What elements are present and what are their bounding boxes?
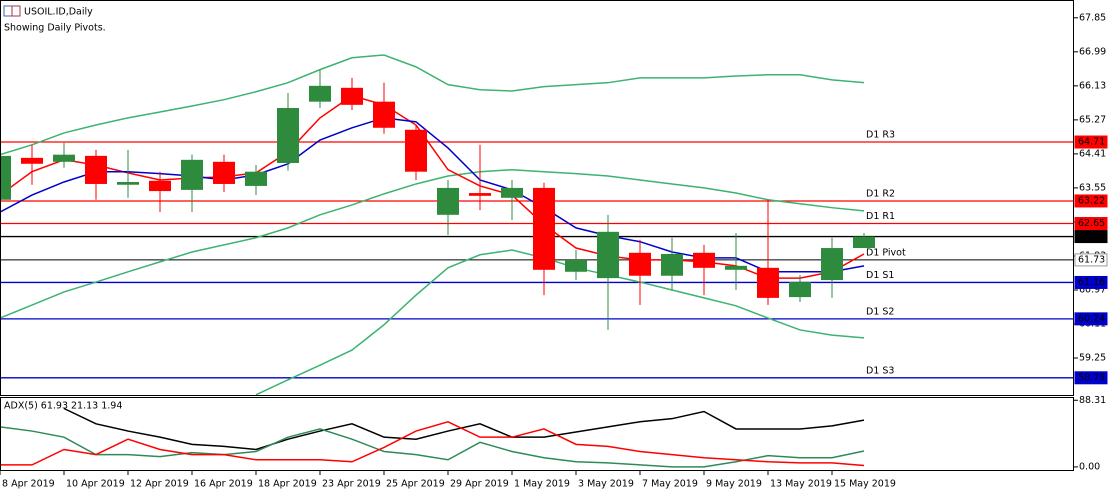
price-tag-label: 64.71 [1078, 137, 1105, 148]
candle-body [149, 180, 171, 192]
candle-body [725, 265, 747, 270]
price-tag-label: 61.16 [1078, 277, 1105, 288]
symbol-icon [3, 5, 21, 17]
pivot-label: D1 R2 [866, 188, 895, 199]
price-tag-label: 61.73 [1078, 254, 1105, 265]
pivot-label: D1 R1 [866, 211, 895, 222]
price-tag [1074, 217, 1108, 231]
y-tick-label: 66.13 [1079, 80, 1106, 91]
chart-title: USOIL.ID,Daily [24, 7, 93, 18]
adx-panel [0, 407, 865, 468]
candle-body [0, 155, 11, 200]
candle-body [533, 187, 555, 270]
pivot-label: D1 S1 [866, 270, 894, 281]
x-tick-label: 8 Apr 2019 [2, 479, 55, 490]
pivot-label: D1 Pivot [866, 247, 906, 258]
x-tick-label: 25 Apr 2019 [386, 479, 445, 490]
x-tick-label: 3 May 2019 [578, 479, 634, 490]
chart-subtitle: Showing Daily Pivots. [4, 23, 106, 34]
candle-body [629, 252, 651, 276]
price-tag-label: 63.22 [1078, 195, 1105, 206]
candle-body [853, 236, 875, 249]
indicator-line [0, 168, 865, 319]
candle-body [341, 87, 363, 105]
price-tag [1074, 371, 1108, 385]
candle-body [693, 252, 715, 268]
candle-body [53, 154, 75, 162]
candle-body [181, 159, 203, 190]
price-tag-label: 62.65 [1078, 218, 1105, 229]
y-tick-label: 63.55 [1079, 182, 1106, 193]
price-tag [1074, 312, 1108, 326]
x-tick-label: 7 May 2019 [642, 479, 698, 490]
x-tick-label: 23 Apr 2019 [322, 479, 381, 490]
x-tick-label: 13 May 2019 [770, 479, 832, 490]
candle-body [565, 259, 587, 272]
candle-body [757, 267, 779, 298]
indicator-line [0, 94, 865, 279]
x-tick-label: 18 Apr 2019 [258, 479, 317, 490]
candle-body [597, 231, 619, 279]
x-tick-label: 1 May 2019 [514, 479, 570, 490]
y-tick-label: 67.85 [1079, 12, 1106, 23]
price-tag [1074, 253, 1108, 267]
candle-body [469, 193, 491, 196]
y-tick-label: 64.41 [1079, 148, 1106, 159]
price-tag-label: 58.75 [1078, 372, 1105, 383]
candle-body [245, 171, 267, 186]
price-tag-label: 60.24 [1078, 313, 1105, 324]
price-tag [1074, 275, 1108, 289]
candle-body [309, 85, 331, 102]
main-panel: D1 R3 D1 R2 D1 R1 D1 Pivot D1 S1 D1 S2 D1 S3 [0, 54, 1074, 396]
y-tick-label: 66.99 [1079, 46, 1106, 57]
candle-body [213, 161, 235, 184]
y-tick-label: 65.27 [1079, 114, 1106, 125]
candle-body [821, 248, 843, 281]
indicator-line [255, 249, 865, 396]
y-tick-label: 88.31 [1079, 395, 1106, 406]
x-tick-label: 29 Apr 2019 [450, 479, 509, 490]
y-tick-label: 59.25 [1079, 353, 1106, 364]
y-tick-label: 60.97 [1079, 284, 1106, 295]
x-tick-label: 12 Apr 2019 [130, 479, 189, 490]
price-tag-label: 62.32 [1078, 231, 1105, 242]
candle-body [405, 129, 427, 172]
price-tag [1074, 194, 1108, 208]
candle-body [117, 181, 139, 185]
candle-body [21, 157, 43, 164]
candle-body [789, 282, 811, 298]
indicator-title: ADX(5) 61.93 21.13 1.94 [4, 401, 122, 412]
indicator-line [0, 426, 865, 468]
x-tick-label: 15 May 2019 [834, 479, 896, 490]
candle-body [277, 108, 299, 163]
candle-body [501, 187, 523, 198]
pivot-label: D1 S2 [866, 306, 894, 317]
candle-body [661, 253, 683, 276]
y-tick-label: 0.00 [1079, 461, 1100, 472]
candle-body [437, 187, 459, 215]
main-frame [0, 0, 1074, 396]
indicator-line [0, 420, 865, 467]
candle-body [85, 155, 107, 184]
price-tag [1074, 230, 1108, 244]
indicator-line [63, 407, 865, 451]
adx-frame [0, 397, 1074, 471]
pivot-label: D1 R3 [866, 130, 895, 141]
candle-body [373, 101, 395, 128]
pivot-label: D1 S3 [866, 365, 894, 376]
indicator-line [0, 54, 865, 156]
indicator-line [0, 117, 865, 273]
price-tag [1074, 135, 1108, 149]
x-tick-label: 9 May 2019 [706, 479, 762, 490]
axes: 67.8566.9966.1365.2764.4163.5562.6961.83… [0, 12, 1108, 490]
x-tick-label: 10 Apr 2019 [66, 479, 125, 490]
x-tick-label: 16 Apr 2019 [194, 479, 253, 490]
